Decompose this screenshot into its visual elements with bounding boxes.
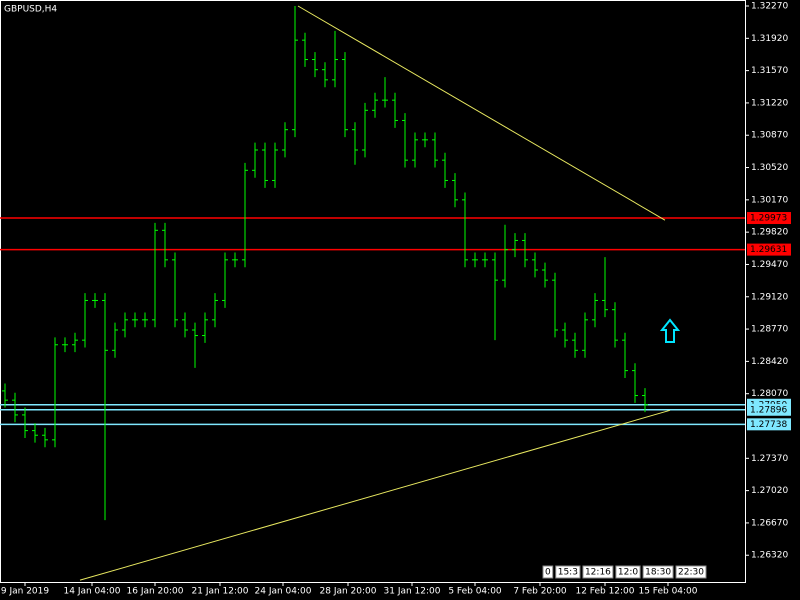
timer-label: 12:16 — [585, 568, 611, 578]
y-tick-label: 1.27370 — [751, 454, 788, 464]
timer-box — [555, 565, 581, 579]
x-tick-label: 24 Jan 04:00 — [255, 587, 312, 597]
x-tick-label: 12 Feb 12:00 — [575, 587, 634, 597]
x-tick-label: 21 Jan 12:00 — [192, 587, 249, 597]
y-tick-label: 1.27020 — [751, 486, 788, 496]
y-tick-label: 1.28420 — [751, 357, 788, 367]
x-tick-label: 5 Feb 04:00 — [448, 587, 502, 597]
level-label: 1.27738 — [750, 420, 787, 430]
level-label-box — [747, 212, 791, 225]
plot-frame — [0, 0, 746, 583]
y-tick-label: 1.28070 — [751, 389, 788, 399]
timer-label: 15:3 — [558, 568, 578, 578]
level-label: 1.27896 — [750, 405, 787, 415]
buy-arrow — [659, 318, 681, 343]
x-tick-label: 15 Feb 04:00 — [638, 587, 697, 597]
y-tick-label: 1.28770 — [751, 325, 788, 335]
chart-title: GBPUSD,H4 — [4, 5, 57, 15]
level-label-box — [747, 418, 791, 431]
trendline — [79, 409, 671, 581]
timer-label: 0 — [545, 568, 551, 578]
y-tick-label: 1.30870 — [751, 131, 788, 141]
timer-label: 12:0 — [618, 568, 638, 578]
y-tick-label: 1.31570 — [751, 66, 788, 76]
y-tick-label: 1.29120 — [751, 292, 788, 302]
x-tick-label: 14 Jan 04:00 — [64, 587, 121, 597]
x-tick-label: 9 Jan 2019 — [1, 587, 49, 597]
timer-box — [542, 565, 554, 579]
y-tick-label: 1.30170 — [751, 195, 788, 205]
timer-label: 22:30 — [678, 568, 704, 578]
x-tick-label: 16 Jan 20:00 — [127, 587, 184, 597]
timer-box — [582, 565, 614, 579]
level-label: 1.29973 — [750, 214, 787, 224]
y-tick-label: 1.32270 — [751, 2, 788, 12]
timer-box — [642, 565, 674, 579]
level-label-box — [747, 243, 791, 256]
y-tick-label: 1.31920 — [751, 34, 788, 44]
y-tick-label: 1.26670 — [751, 518, 788, 528]
timer-box — [615, 565, 641, 579]
y-tick-label: 1.29820 — [751, 228, 788, 238]
level-label: 1.29631 — [750, 245, 787, 255]
level-label-box — [747, 403, 791, 416]
trendline — [297, 5, 666, 221]
y-tick-label: 1.31220 — [751, 98, 788, 108]
y-tick-label: 1.29470 — [751, 260, 788, 270]
x-tick-label: 31 Jan 12:00 — [384, 587, 441, 597]
y-tick-label: 1.30520 — [751, 163, 788, 173]
x-tick-label: 7 Feb 20:00 — [513, 587, 567, 597]
timer-label: 18:30 — [645, 568, 671, 578]
y-tick-label: 1.26320 — [751, 551, 788, 561]
x-tick-label: 28 Jan 20:00 — [320, 587, 377, 597]
timer-box — [675, 565, 707, 579]
